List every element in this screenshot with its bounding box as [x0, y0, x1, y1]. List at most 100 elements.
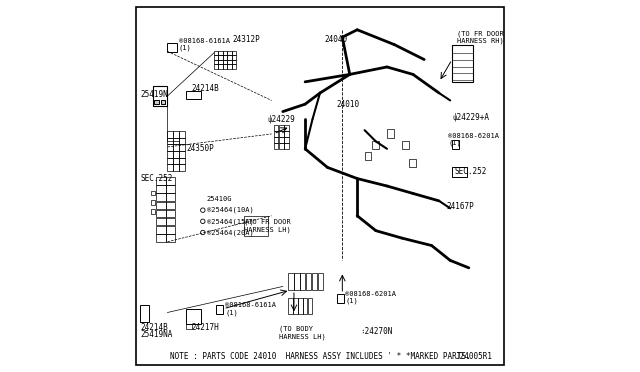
Bar [166, 218, 175, 225]
Bar [179, 164, 186, 171]
Bar [232, 64, 236, 69]
Bar [284, 131, 289, 137]
Bar [452, 167, 467, 177]
Bar [156, 202, 166, 209]
Text: NOTE : PARTS CODE 24010  HARNESS ASSY INCLUDES ' * *MARKED PARTS.: NOTE : PARTS CODE 24010 HARNESS ASSY INC… [170, 352, 470, 361]
Bar [179, 144, 186, 151]
Bar [186, 91, 201, 99]
Bar [168, 158, 173, 164]
Bar [151, 200, 156, 205]
Text: 24214B: 24214B [191, 84, 220, 93]
Bar [166, 234, 175, 242]
Bar [452, 45, 472, 82]
Bar [151, 191, 156, 195]
Bar [227, 51, 232, 55]
Bar [278, 125, 284, 131]
Bar [179, 131, 186, 138]
Bar [218, 64, 223, 69]
Bar [298, 298, 303, 314]
Bar [289, 298, 293, 314]
Text: 25410G: 25410G [207, 196, 232, 202]
Bar [166, 185, 175, 193]
Bar [278, 131, 284, 137]
Bar [227, 60, 232, 64]
Bar [218, 55, 223, 60]
Bar [151, 209, 156, 214]
Bar [168, 131, 173, 138]
Bar [214, 64, 218, 69]
Bar [166, 202, 175, 209]
Text: ®25464(20A): ®25464(20A) [207, 229, 253, 236]
Bar [227, 64, 232, 69]
Text: ®08168-6201A
(1): ®08168-6201A (1) [449, 133, 499, 146]
Bar [312, 273, 317, 290]
Bar [284, 137, 289, 143]
Text: 25419NA: 25419NA [141, 330, 173, 339]
Bar [166, 210, 175, 217]
Bar [300, 273, 305, 290]
Bar [173, 131, 179, 138]
Bar [214, 55, 218, 60]
Text: SEC.252: SEC.252 [454, 167, 487, 176]
Bar [284, 143, 289, 149]
Bar [156, 193, 166, 201]
Bar [278, 143, 284, 149]
Bar [154, 100, 159, 104]
Bar [214, 60, 218, 64]
Bar [156, 177, 166, 185]
Bar [166, 193, 175, 201]
Bar [216, 305, 223, 314]
Bar [168, 151, 173, 158]
Bar [173, 158, 179, 164]
Bar [318, 273, 323, 290]
Bar [232, 51, 236, 55]
Bar [168, 43, 177, 52]
Text: ®25464(15A): ®25464(15A) [207, 218, 253, 225]
Text: ⍦24229+A: ⍦24229+A [452, 113, 489, 122]
Text: (TO FR DOOR
HARNESS LH): (TO FR DOOR HARNESS LH) [244, 219, 291, 233]
Text: 25419N: 25419N [141, 90, 168, 99]
Bar [293, 298, 298, 314]
Bar [218, 51, 223, 55]
Bar [166, 177, 175, 185]
Text: ⍦24229: ⍦24229 [267, 115, 295, 124]
Bar [156, 226, 166, 234]
Bar [168, 144, 173, 151]
Bar [218, 60, 223, 64]
Bar [156, 234, 166, 242]
Bar [232, 55, 236, 60]
Bar [223, 64, 227, 69]
Bar [168, 164, 173, 171]
Text: ∶24270N: ∶24270N [360, 327, 392, 336]
Bar [284, 125, 289, 131]
Text: 24217H: 24217H [191, 323, 220, 332]
Text: J24005R1: J24005R1 [456, 352, 493, 361]
Bar [232, 60, 236, 64]
Bar [273, 137, 278, 143]
Bar [179, 158, 186, 164]
Text: 24167P: 24167P [447, 202, 474, 211]
Bar [273, 143, 278, 149]
Bar [273, 131, 278, 137]
Bar [173, 144, 179, 151]
Bar [223, 51, 227, 55]
Bar [173, 151, 179, 158]
Bar [294, 273, 300, 290]
Bar [337, 294, 344, 303]
Bar [186, 324, 191, 329]
Text: ®08168-6201A
(1): ®08168-6201A (1) [346, 291, 396, 304]
Bar [289, 273, 294, 290]
Bar [244, 216, 268, 236]
Bar [173, 164, 179, 171]
Bar [214, 51, 218, 55]
Bar [372, 141, 379, 149]
Text: SEC.252: SEC.252 [141, 174, 173, 183]
Bar [227, 55, 232, 60]
Text: (TO BODY
HARNESS LH): (TO BODY HARNESS LH) [279, 326, 326, 340]
Text: 24214B: 24214B [141, 323, 168, 332]
Bar [152, 86, 168, 106]
Bar [452, 140, 460, 149]
Bar [173, 138, 179, 144]
Text: 24312P: 24312P [232, 35, 260, 44]
Bar [387, 129, 394, 138]
